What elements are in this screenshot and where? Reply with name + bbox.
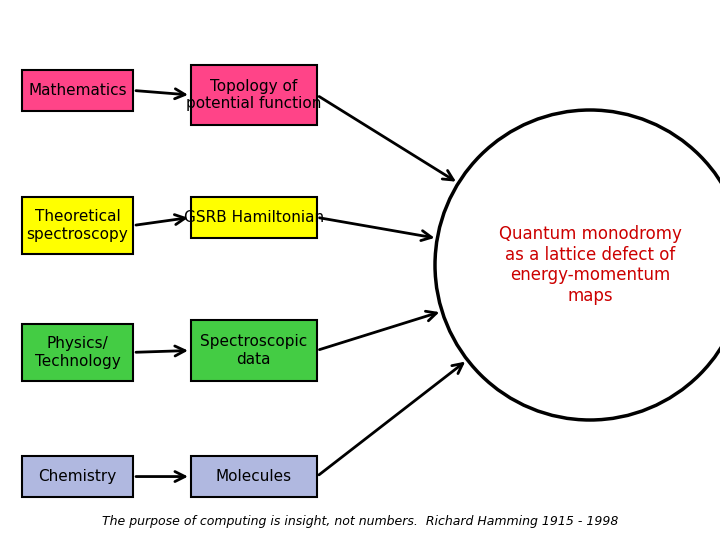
Bar — [191, 456, 317, 497]
Text: The purpose of computing is insight, not numbers.  Richard Hamming 1915 - 1998: The purpose of computing is insight, not… — [102, 516, 618, 529]
Text: Topology of
potential function: Topology of potential function — [186, 79, 322, 111]
Circle shape — [435, 110, 720, 420]
Bar — [22, 197, 133, 254]
Text: Mathematics: Mathematics — [28, 83, 127, 98]
Text: GSRB Hamiltonian: GSRB Hamiltonian — [184, 210, 324, 225]
Bar — [191, 320, 317, 381]
Text: Quantum monodromy
as a lattice defect of
energy-momentum
maps: Quantum monodromy as a lattice defect of… — [498, 225, 681, 305]
Text: Theoretical
spectroscopy: Theoretical spectroscopy — [27, 209, 128, 241]
Bar — [22, 324, 133, 381]
Bar — [22, 70, 133, 111]
Bar — [191, 65, 317, 125]
Bar — [191, 197, 317, 238]
Text: Physics/
Technology: Physics/ Technology — [35, 336, 120, 368]
Text: Chemistry: Chemistry — [38, 469, 117, 484]
Text: Spectroscopic
data: Spectroscopic data — [200, 334, 307, 367]
Bar — [22, 456, 133, 497]
Text: Molecules: Molecules — [216, 469, 292, 484]
